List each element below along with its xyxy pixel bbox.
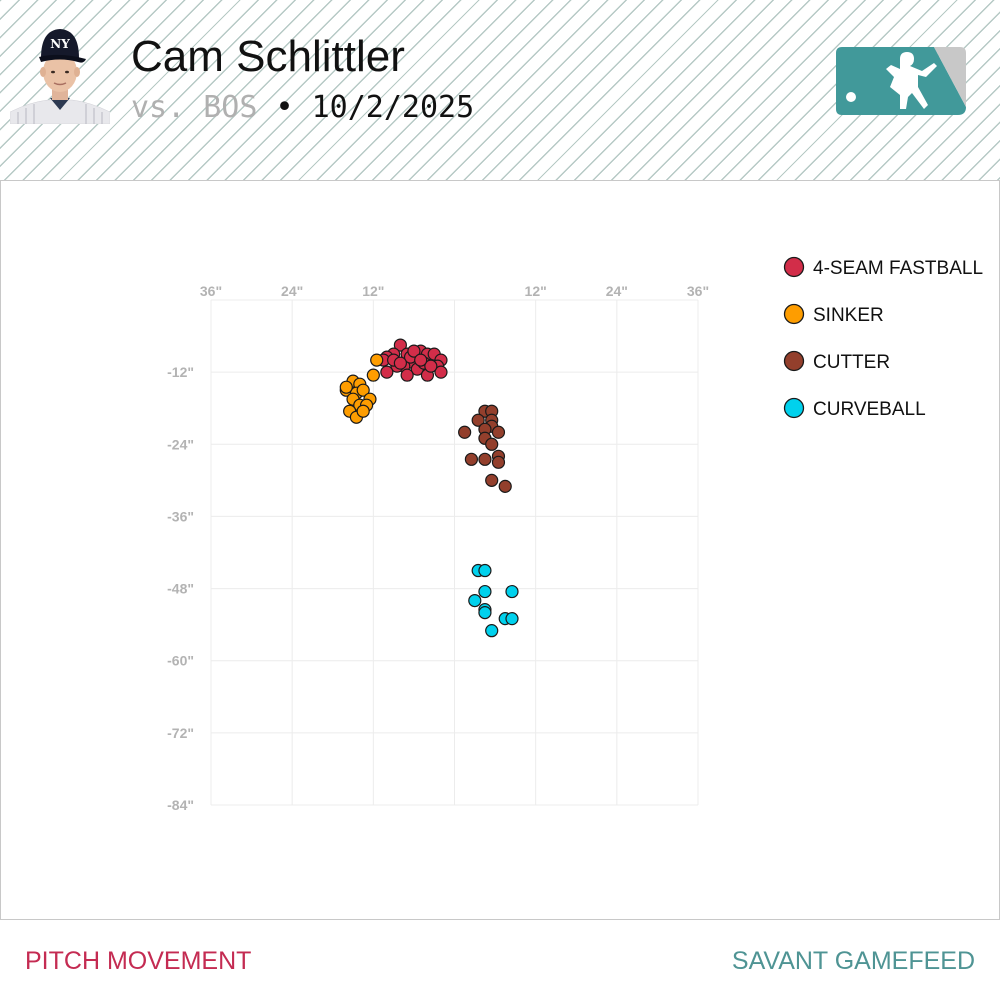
pitch-point <box>468 593 482 608</box>
pitch-point <box>478 606 492 620</box>
series-cutter <box>458 404 512 493</box>
pitch-point <box>366 368 380 382</box>
legend-swatch <box>783 397 805 419</box>
legend: 4-SEAM FASTBALL SINKER CUTTER CURVEBALL <box>783 256 983 420</box>
source-label: SAVANT GAMEFEED <box>731 947 975 975</box>
legend-swatch <box>783 350 805 372</box>
series-sinker <box>339 353 384 424</box>
pitch-point <box>464 452 479 466</box>
pitch-point <box>478 452 492 466</box>
pitch-point <box>471 413 485 427</box>
x-tick-label: 24" <box>606 283 628 299</box>
svg-text:NY: NY <box>50 37 70 51</box>
pitch-point <box>478 563 492 578</box>
legend-label: 4-SEAM FASTBALL <box>813 258 983 279</box>
y-tick-label: -48" <box>167 581 194 597</box>
pitch-point <box>485 624 499 638</box>
y-tick-label: -72" <box>167 725 194 741</box>
x-tick-label: 36" <box>687 283 709 299</box>
y-tick-label: -36" <box>167 508 194 524</box>
game-date: 10/2/2025 <box>311 90 475 125</box>
opponent-label: vs. BOS <box>131 90 258 125</box>
pitch-point <box>407 344 421 358</box>
pitch-point <box>400 368 414 382</box>
footer: PITCH MOVEMENT SAVANT GAMEFEED <box>0 919 1000 1001</box>
pitch-point <box>498 479 512 493</box>
pitch-point <box>393 338 407 352</box>
chart-type-label: PITCH MOVEMENT <box>25 947 252 975</box>
player-name: Cam Schlittler <box>131 32 405 81</box>
legend-swatch <box>783 256 805 278</box>
pitch-point <box>356 383 370 397</box>
separator-dot: • <box>275 90 294 125</box>
mlb-logo <box>836 47 966 115</box>
series-curveball <box>468 563 519 638</box>
pitch-point <box>339 380 353 394</box>
pitch-point <box>370 353 384 367</box>
pitch-point <box>485 473 499 487</box>
legend-label: CURVEBALL <box>813 399 926 420</box>
y-tick-label: -60" <box>167 653 194 669</box>
x-axis-ticks: 36" 24" 12" 12" 24" 36" <box>200 283 709 299</box>
pitch-point <box>424 359 438 373</box>
player-headshot: NY <box>10 24 110 124</box>
series-4-seam-fastball <box>376 338 448 382</box>
x-tick-label: 12" <box>362 283 384 299</box>
y-axis-ticks: -12" -24" -36" -48" -60" -72" -84" <box>167 364 194 813</box>
pitch-point <box>458 425 472 439</box>
pitch-point <box>505 584 519 599</box>
y-tick-label: -12" <box>167 364 194 380</box>
x-tick-label: 12" <box>525 283 547 299</box>
pitch-movement-chart: 36" 24" 12" 12" 24" 36" -12"-24"-36"-48"-60"-… <box>167 256 983 813</box>
pitch-point <box>478 584 492 599</box>
grid <box>210 299 699 806</box>
legend-label: SINKER <box>813 305 884 326</box>
pitch-point <box>434 365 448 379</box>
pitch-point <box>485 437 499 451</box>
data-points <box>339 338 519 638</box>
pitch-point <box>380 365 394 379</box>
legend-swatch <box>783 303 805 325</box>
game-info: vs. BOS • 10/2/2025 <box>131 90 474 125</box>
pitch-point <box>414 353 428 367</box>
pitch-point <box>491 455 506 469</box>
pitch-point <box>505 612 519 626</box>
pitch-point <box>491 425 506 439</box>
header: NY Cam Schlittler vs. BOS • 10/2/2025 <box>0 0 1000 181</box>
pitch-point <box>393 356 407 370</box>
y-tick-label: -24" <box>167 436 194 452</box>
pitch-point <box>356 404 370 418</box>
y-tick-label: -84" <box>167 797 194 813</box>
x-tick-label: 24" <box>281 283 303 299</box>
x-tick-label: 36" <box>200 283 222 299</box>
legend-label: CUTTER <box>813 352 890 373</box>
